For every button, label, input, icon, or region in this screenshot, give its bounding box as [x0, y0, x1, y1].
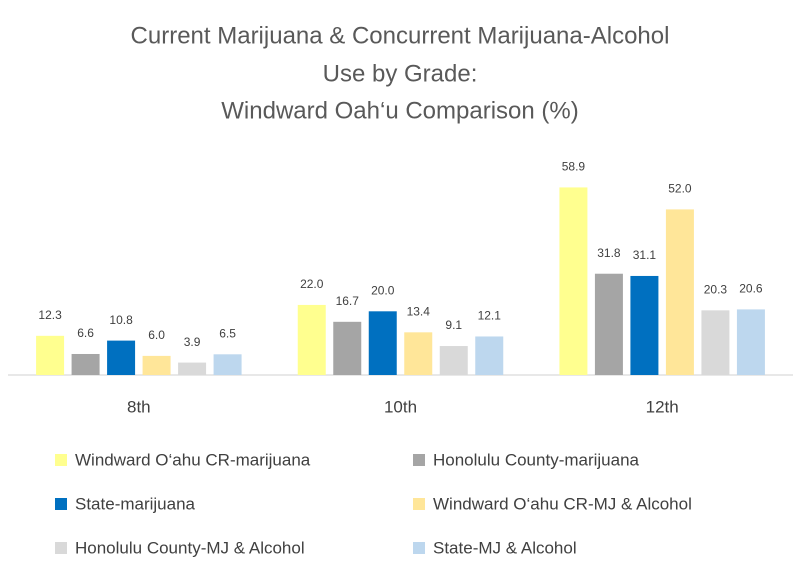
chart-title: Windward Oah‘u Comparison (%) [221, 97, 578, 124]
data-label: 12.3 [38, 308, 62, 322]
data-label: 20.3 [704, 283, 728, 297]
chart-title: Use by Grade: [323, 60, 478, 87]
legend-swatch [413, 542, 425, 554]
data-label: 31.8 [597, 246, 621, 260]
bar [333, 321, 362, 375]
data-label: 10.8 [109, 313, 133, 327]
bar [297, 304, 326, 375]
x-tick-label: 8th [127, 397, 151, 416]
data-label: 52.0 [668, 182, 692, 196]
data-label: 20.6 [739, 282, 763, 296]
bar [404, 332, 433, 375]
legend-swatch [55, 542, 67, 554]
bar [701, 310, 730, 375]
legend-label: State-marijuana [75, 494, 196, 513]
bar [559, 187, 588, 375]
bar [368, 311, 397, 375]
x-tick-label: 10th [384, 397, 417, 416]
bar [178, 362, 207, 375]
legend-label: Honolulu County-marijuana [433, 450, 640, 469]
legend-label: Windward O‘ahu CR-MJ & Alcohol [433, 494, 692, 513]
legend-swatch [413, 454, 425, 466]
bar [439, 346, 468, 375]
bar [665, 209, 694, 375]
bar [36, 335, 65, 375]
data-label: 6.0 [148, 328, 165, 342]
chart-title: Current Marijuana & Concurrent Marijuana… [131, 22, 670, 49]
data-label: 6.6 [77, 326, 94, 340]
data-label: 12.1 [478, 309, 502, 323]
bar [142, 355, 171, 375]
legend-label: Honolulu County-MJ & Alcohol [75, 538, 305, 557]
data-label: 3.9 [184, 335, 201, 349]
bar [213, 354, 242, 375]
legend-swatch [55, 454, 67, 466]
data-label: 13.4 [407, 304, 431, 318]
data-label: 9.1 [445, 318, 462, 332]
data-label: 58.9 [562, 160, 586, 174]
bar [630, 275, 659, 375]
legend-swatch [413, 498, 425, 510]
data-label: 31.1 [633, 248, 657, 262]
legend-label: State-MJ & Alcohol [433, 538, 577, 557]
bar [736, 309, 765, 375]
bar [594, 273, 623, 375]
x-tick-label: 12th [646, 397, 679, 416]
data-label: 16.7 [336, 294, 360, 308]
data-label: 6.5 [219, 326, 236, 340]
bar [475, 336, 504, 375]
legend-label: Windward O‘ahu CR-marijuana [75, 450, 311, 469]
data-label: 22.0 [300, 277, 324, 291]
bar [71, 353, 100, 375]
legend-swatch [55, 498, 67, 510]
data-label: 20.0 [371, 283, 395, 297]
bar [107, 340, 136, 375]
